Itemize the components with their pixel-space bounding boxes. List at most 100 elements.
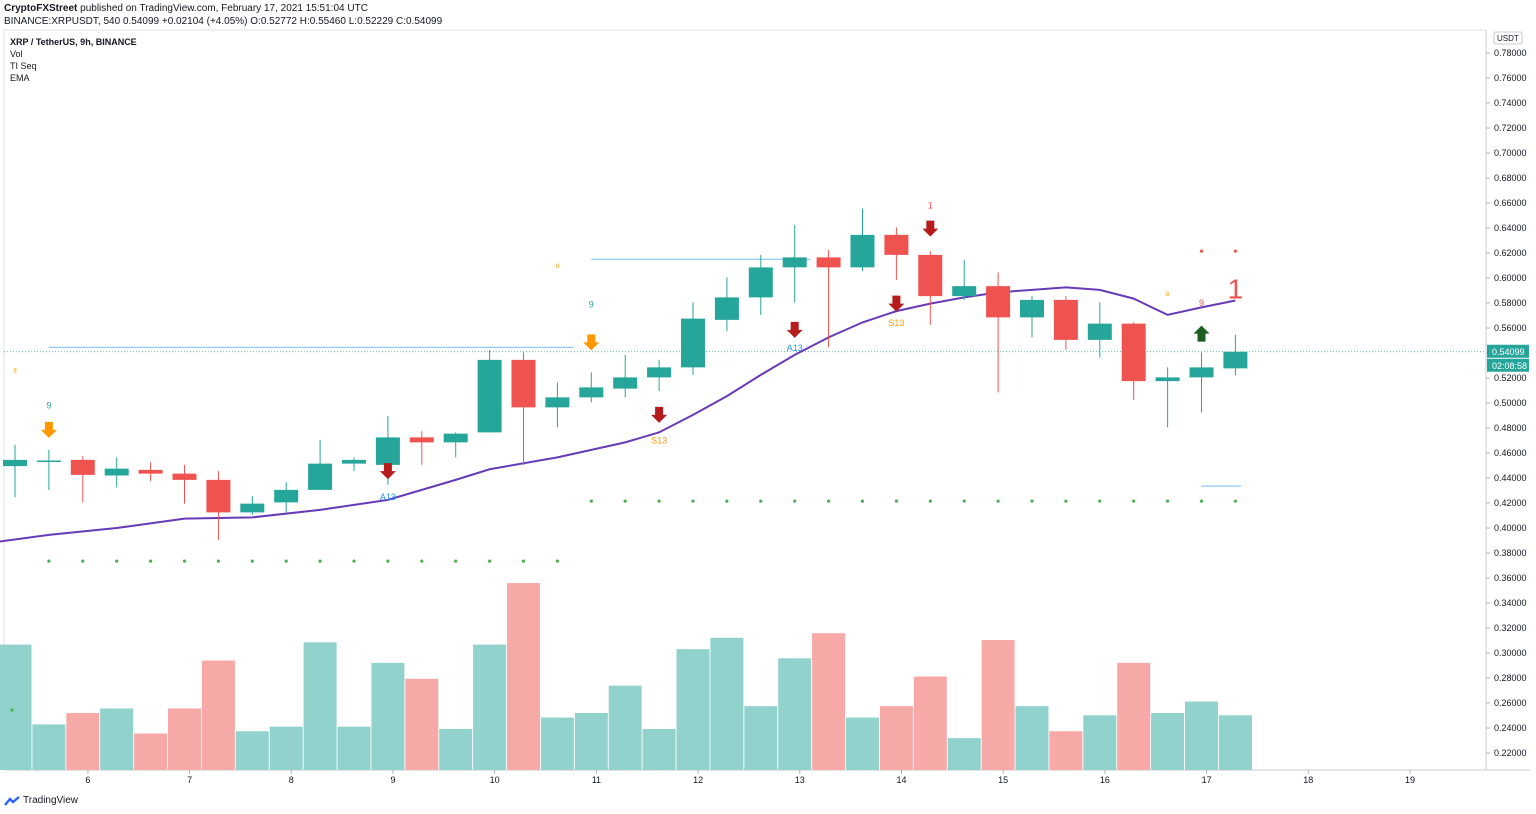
candle-body[interactable] — [850, 234, 875, 268]
candle-body[interactable] — [274, 489, 299, 503]
candle-body[interactable] — [918, 254, 943, 297]
candle-body[interactable] — [409, 437, 434, 443]
candle-body[interactable] — [1223, 351, 1248, 369]
candle-body[interactable] — [1121, 323, 1146, 382]
sequential-label: S13 — [651, 436, 667, 446]
legend-title[interactable]: XRP / TetherUS, 9h, BINANCE — [10, 37, 137, 47]
volume-bar — [846, 717, 879, 770]
candle-body[interactable] — [545, 397, 570, 408]
legend-ti-seq[interactable]: TI Seq — [10, 61, 37, 71]
currency-badge[interactable] — [1493, 31, 1523, 45]
candle-body[interactable] — [70, 459, 95, 475]
candle-body[interactable] — [138, 469, 163, 474]
countdown-tag — [1487, 358, 1529, 372]
support-dot — [216, 559, 220, 563]
support-dot — [657, 499, 661, 503]
support-dot — [725, 499, 729, 503]
candle-body[interactable] — [952, 286, 977, 297]
candle-body[interactable] — [748, 267, 773, 298]
support-dot — [1098, 499, 1102, 503]
volume-bar — [32, 724, 66, 770]
volume-bar — [371, 662, 405, 770]
candle-body[interactable] — [647, 367, 672, 378]
sell-arrow-icon — [888, 295, 905, 312]
resistance-dot — [1199, 249, 1204, 253]
symbol-line: BINANCE:XRPUSDT, 540 — [4, 16, 121, 27]
candle-body[interactable] — [1189, 367, 1214, 378]
candle-body[interactable] — [308, 463, 333, 490]
volume-bar — [608, 685, 642, 770]
support-dot — [691, 499, 695, 503]
price-tick-label: 0.78000 — [1494, 48, 1527, 58]
candle-body[interactable] — [782, 257, 807, 268]
currency-label: USDT — [1497, 34, 1519, 43]
candle-body[interactable] — [206, 479, 231, 513]
candle-body[interactable] — [443, 433, 468, 443]
candle-body[interactable] — [579, 387, 604, 398]
price-tick-label: 0.22000 — [1494, 748, 1527, 758]
candle-body[interactable] — [613, 377, 638, 389]
volume-bar — [0, 644, 32, 770]
candle-body[interactable] — [477, 359, 502, 433]
support-dot — [521, 559, 526, 563]
candle-body[interactable] — [816, 257, 841, 268]
support-dot — [996, 499, 1000, 503]
volume-bar — [235, 731, 269, 770]
support-dot — [47, 559, 51, 563]
time-tick-label: 19 — [1405, 775, 1415, 785]
volume-bar — [201, 660, 235, 770]
support-dot — [894, 499, 899, 503]
candle-body[interactable] — [986, 286, 1011, 318]
candle-body[interactable] — [714, 297, 739, 320]
candle-body[interactable] — [36, 460, 61, 463]
candle-body[interactable] — [1020, 299, 1044, 318]
sequential-label: 9 — [589, 299, 594, 309]
price-tick-label: 0.38000 — [1494, 548, 1527, 558]
candle-body[interactable] — [511, 359, 536, 408]
candle-body[interactable] — [884, 234, 909, 255]
candle-body[interactable] — [240, 503, 265, 513]
close-label: C: — [396, 16, 406, 27]
price-tick-label: 0.60000 — [1494, 273, 1527, 283]
candle-body[interactable] — [104, 468, 129, 476]
price-tick-label: 0.46000 — [1494, 448, 1527, 458]
sell-arrow-icon — [922, 220, 939, 237]
candle-body[interactable] — [375, 437, 400, 465]
published-text: published on TradingView.com, February 1… — [80, 3, 368, 14]
sell-arrow-icon — [583, 334, 600, 351]
candle-body[interactable] — [342, 459, 366, 464]
tradingview-logo[interactable]: TradingView — [4, 795, 78, 806]
legend-volume[interactable]: Vol — [10, 49, 23, 59]
candle-body[interactable] — [3, 459, 27, 467]
price-tick-label: 0.34000 — [1494, 598, 1527, 608]
candle-body[interactable] — [681, 318, 705, 368]
low-value: 0.52229 — [357, 16, 394, 27]
publisher-line: CryptoFXStreet published on TradingView.… — [4, 2, 442, 15]
price-tick-label: 0.40000 — [1494, 523, 1527, 533]
support-dot — [1199, 499, 1204, 503]
sequential-label: S13 — [888, 318, 904, 328]
publisher-name[interactable]: CryptoFXStreet — [4, 3, 78, 14]
volume-bar — [744, 706, 778, 770]
volume-bar — [913, 676, 947, 770]
time-tick-label: 10 — [490, 775, 500, 785]
volume-bar — [1015, 706, 1049, 770]
price-tick-label: 0.66000 — [1494, 198, 1527, 208]
support-dot — [318, 559, 322, 563]
price-tick-label: 0.50000 — [1494, 398, 1527, 408]
price-tick-label: 0.24000 — [1494, 723, 1527, 733]
volume-bar — [1049, 731, 1083, 770]
volume-bar — [1185, 701, 1218, 770]
sequential-label: 9 — [46, 401, 51, 411]
candle-body[interactable] — [172, 473, 197, 480]
legend-ema[interactable]: EMA — [10, 73, 30, 83]
price-tick-label: 0.70000 — [1494, 148, 1527, 158]
candle-body[interactable] — [1053, 299, 1078, 340]
time-tick-label: 8 — [289, 775, 294, 785]
support-dot — [10, 708, 14, 712]
candle-body[interactable] — [1087, 323, 1112, 340]
count-label: 1 — [1228, 274, 1244, 305]
volume-bar — [66, 713, 100, 770]
candle-body[interactable] — [1155, 377, 1180, 382]
